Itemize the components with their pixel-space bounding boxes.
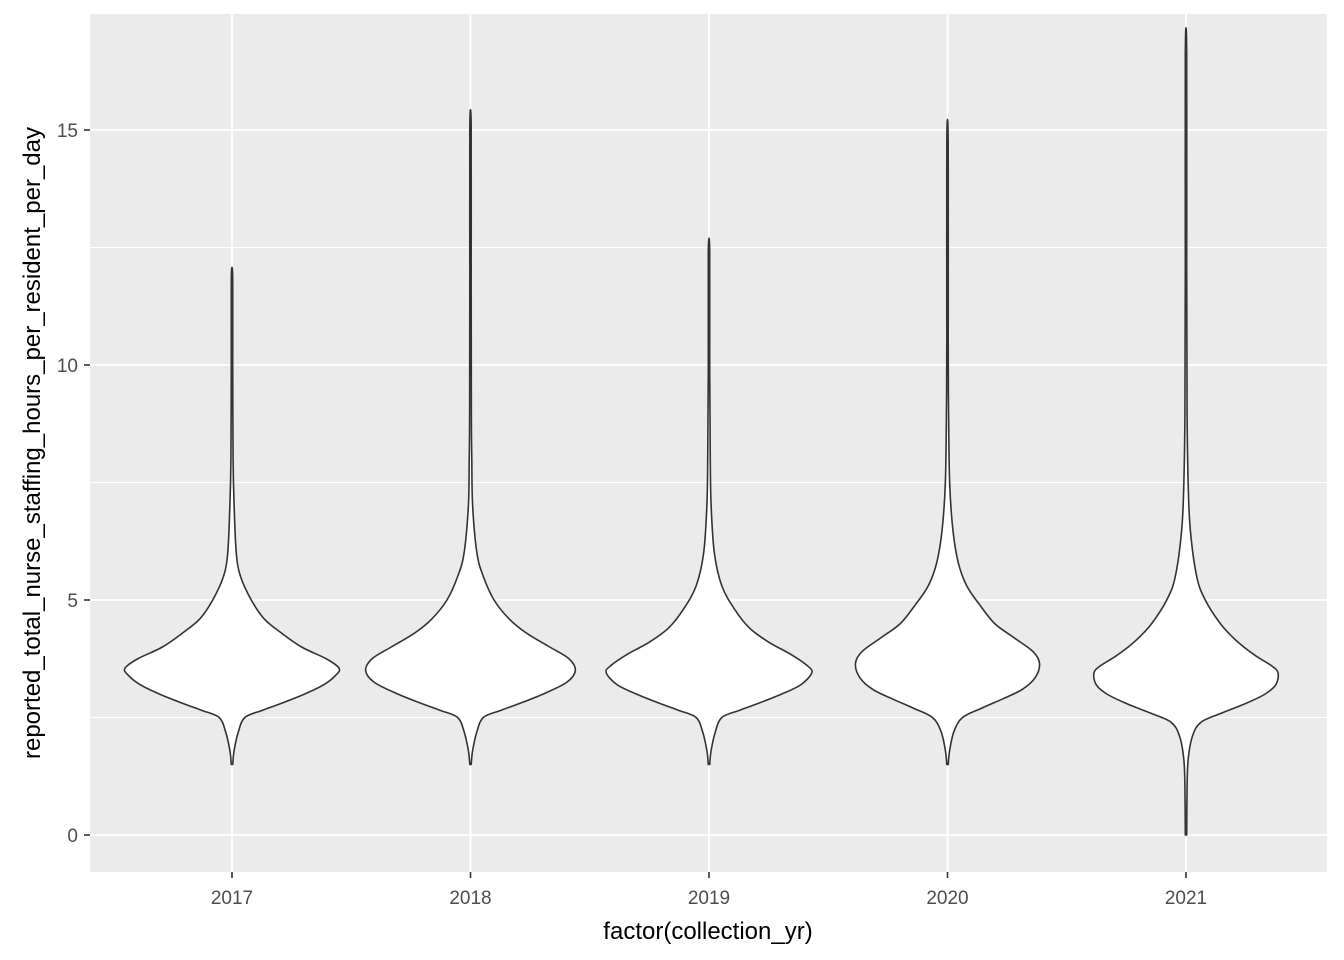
violin-2020	[854, 118, 1041, 766]
y-tick-label: 15	[57, 121, 78, 142]
y-axis-title: reported_total_nurse_staffing_hours_per_…	[19, 127, 46, 759]
x-tick-label: 2020	[926, 888, 968, 909]
x-tick-label: 2021	[1165, 888, 1207, 909]
x-tick-label: 2018	[449, 888, 491, 909]
violin-2021	[1092, 27, 1280, 836]
axes: 0 5 10 15 2017 2018 2019 2020 2021	[57, 121, 1207, 909]
violin-2019	[605, 237, 813, 766]
x-axis-title: factor(collection_yr)	[603, 918, 812, 945]
x-tick-label: 2019	[688, 888, 730, 909]
violins	[123, 27, 1280, 836]
y-tick-label: 10	[57, 356, 78, 377]
y-tick-label: 0	[67, 826, 78, 847]
y-tick-label: 5	[67, 591, 78, 612]
violin-2017	[123, 266, 341, 766]
violin-2018	[364, 108, 577, 766]
x-tick-label: 2017	[211, 888, 253, 909]
